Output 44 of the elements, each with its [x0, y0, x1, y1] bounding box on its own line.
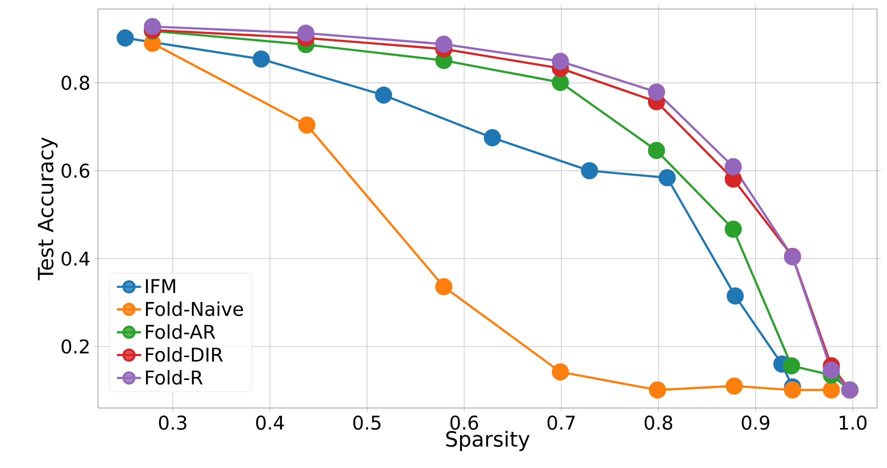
point [726, 377, 743, 395]
x-tick-label: 0.7 [548, 416, 575, 430]
point [298, 116, 316, 134]
x-tick-label: 0.9 [742, 416, 770, 430]
x-tick-label: 0.8 [644, 416, 672, 430]
point [435, 36, 452, 53]
x-tick-label: 0.6 [450, 416, 478, 430]
point [648, 83, 666, 101]
point [552, 74, 569, 91]
x-tick-label: 0.4 [256, 416, 284, 430]
x-tick-label: 1.0 [840, 416, 867, 430]
y-tick-label: 0.6 [62, 164, 90, 178]
point [144, 18, 161, 36]
y-axis-title: Test Accuracy [38, 137, 58, 280]
point [784, 381, 802, 399]
legend-label: IFM [146, 279, 176, 293]
point [297, 24, 314, 42]
x-axis-title: Sparsity [446, 430, 530, 451]
legend-label: Fold-Naive [146, 301, 243, 316]
y-tick-label: 0.4 [62, 251, 90, 266]
legend-label: Fold-R [146, 370, 203, 385]
point [252, 50, 270, 68]
legend-label: Fold-DIR [146, 347, 223, 362]
point [724, 158, 742, 176]
point [435, 278, 452, 296]
x-tick-label: 0.5 [353, 416, 380, 430]
point [552, 52, 569, 70]
y-tick-label: 0.2 [62, 339, 89, 354]
legend-label: Fold-AR [146, 324, 216, 339]
point [822, 362, 840, 379]
point [658, 169, 676, 186]
point [375, 86, 392, 104]
y-tick-label: 0.8 [62, 76, 90, 90]
point [484, 129, 501, 146]
point [580, 162, 598, 180]
point [782, 357, 800, 374]
point [648, 142, 666, 160]
point [552, 363, 569, 381]
x-tick-label: 0.3 [158, 416, 186, 430]
point [724, 220, 742, 238]
point [116, 29, 134, 47]
point [822, 381, 840, 399]
point [648, 381, 666, 399]
point [726, 287, 744, 305]
